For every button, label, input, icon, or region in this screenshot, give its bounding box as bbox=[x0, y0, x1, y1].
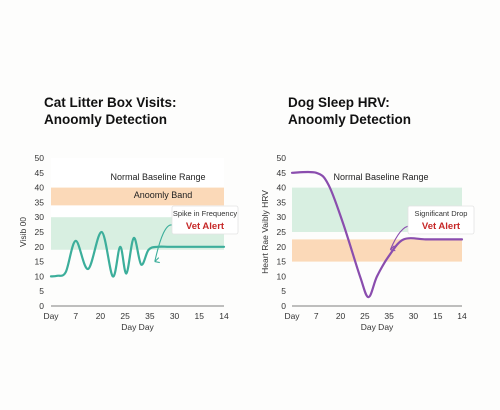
chart-title-line-1: Dog Sleep HRV: bbox=[288, 95, 390, 110]
band-1 bbox=[292, 239, 462, 262]
arrow-head-icon bbox=[154, 257, 160, 264]
y-tick-label: 30 bbox=[277, 212, 287, 222]
vet-alert-label: Vet Alert bbox=[422, 221, 461, 232]
chart-title-line-2: Anoomly Detection bbox=[44, 112, 168, 127]
x-axis-label: Day Day bbox=[121, 322, 154, 332]
cat-chart-panel: Cat Litter Box Visits: Anoomly Detection… bbox=[18, 94, 239, 332]
x-tick-label: 15 bbox=[195, 311, 205, 321]
chart-title-line-1: Cat Litter Box Visits: bbox=[44, 95, 177, 110]
chart-title: Cat Litter Box Visits: Anoomly Detection bbox=[44, 94, 177, 128]
y-tick-label: 25 bbox=[277, 227, 287, 237]
y-tick-label: 0 bbox=[39, 301, 44, 311]
x-tick-label: 35 bbox=[145, 311, 155, 321]
dog-hrv-chart: Normal Baseline Range 0 5 10 15 20 25 30 35 40 45 5… bbox=[260, 153, 475, 332]
y-tick-label: 0 bbox=[281, 301, 286, 311]
y-tick-label: 15 bbox=[35, 257, 45, 267]
y-axis-label: Visib 00 bbox=[18, 217, 28, 247]
callout-title: Significant Drop bbox=[415, 209, 468, 218]
x-tick-label: 14 bbox=[219, 311, 229, 321]
x-tick-label: 30 bbox=[170, 311, 180, 321]
band-label: Normal Baseline Range bbox=[110, 172, 205, 182]
series-line bbox=[290, 170, 464, 299]
chart-title-line-2: Anoomly Detection bbox=[288, 112, 412, 127]
y-tick-label: 20 bbox=[277, 242, 287, 252]
y-tick-label: 15 bbox=[277, 257, 287, 267]
series-line bbox=[49, 230, 226, 278]
x-tick-label: 7 bbox=[314, 311, 319, 321]
callout-box bbox=[407, 205, 475, 235]
x-tick-label: 20 bbox=[336, 311, 346, 321]
y-tick-label: 20 bbox=[35, 242, 45, 252]
x-tick-label: 20 bbox=[96, 311, 106, 321]
x-tick-label: 15 bbox=[433, 311, 443, 321]
y-tick-label: 10 bbox=[35, 271, 45, 281]
y-tick-label: 5 bbox=[281, 286, 286, 296]
y-tick-label: 45 bbox=[35, 168, 45, 178]
y-tick-label: 45 bbox=[277, 168, 287, 178]
x-axis-label: Day Day bbox=[361, 322, 394, 332]
y-tick-label: 35 bbox=[277, 197, 287, 207]
vet-alert-label: Vet Alert bbox=[186, 221, 225, 232]
chart-title: Dog Sleep HRV: Anoomly Detection bbox=[288, 94, 411, 128]
x-tick-label: 30 bbox=[409, 311, 419, 321]
callout-title: Spike in Frequency bbox=[173, 209, 237, 218]
y-tick-label: 50 bbox=[277, 153, 287, 163]
callout-box bbox=[171, 205, 239, 235]
y-tick-label: 5 bbox=[39, 286, 44, 296]
x-tick-label: Day bbox=[43, 311, 59, 321]
band-label: Anoomly Band bbox=[134, 190, 193, 200]
x-tick-label: 25 bbox=[360, 311, 370, 321]
y-tick-label: 40 bbox=[277, 183, 287, 193]
y-tick-label: 30 bbox=[35, 212, 45, 222]
x-tick-label: Day bbox=[284, 311, 300, 321]
cat-litter-chart: Normal Baseline Range Anoomly Band 0 5 10 15 2… bbox=[18, 153, 239, 332]
x-tick-label: 25 bbox=[120, 311, 130, 321]
y-tick-label: 40 bbox=[35, 183, 45, 193]
x-tick-label: 14 bbox=[457, 311, 467, 321]
y-tick-label: 50 bbox=[35, 153, 45, 163]
band-1 bbox=[51, 187, 224, 206]
band-label: Normal Baseline Range bbox=[333, 172, 428, 182]
x-tick-label: 7 bbox=[73, 311, 78, 321]
y-tick-label: 25 bbox=[35, 227, 45, 237]
y-tick-label: 10 bbox=[277, 271, 287, 281]
y-axis-label: Heart Rae Vaibly HRV bbox=[260, 190, 270, 274]
y-tick-label: 35 bbox=[35, 197, 45, 207]
x-tick-label: 35 bbox=[384, 311, 394, 321]
dog-chart-panel: Dog Sleep HRV: Anoomly Detection Normal … bbox=[250, 0, 500, 410]
callout-arrow bbox=[154, 224, 173, 262]
arrow-head-icon bbox=[389, 245, 396, 252]
